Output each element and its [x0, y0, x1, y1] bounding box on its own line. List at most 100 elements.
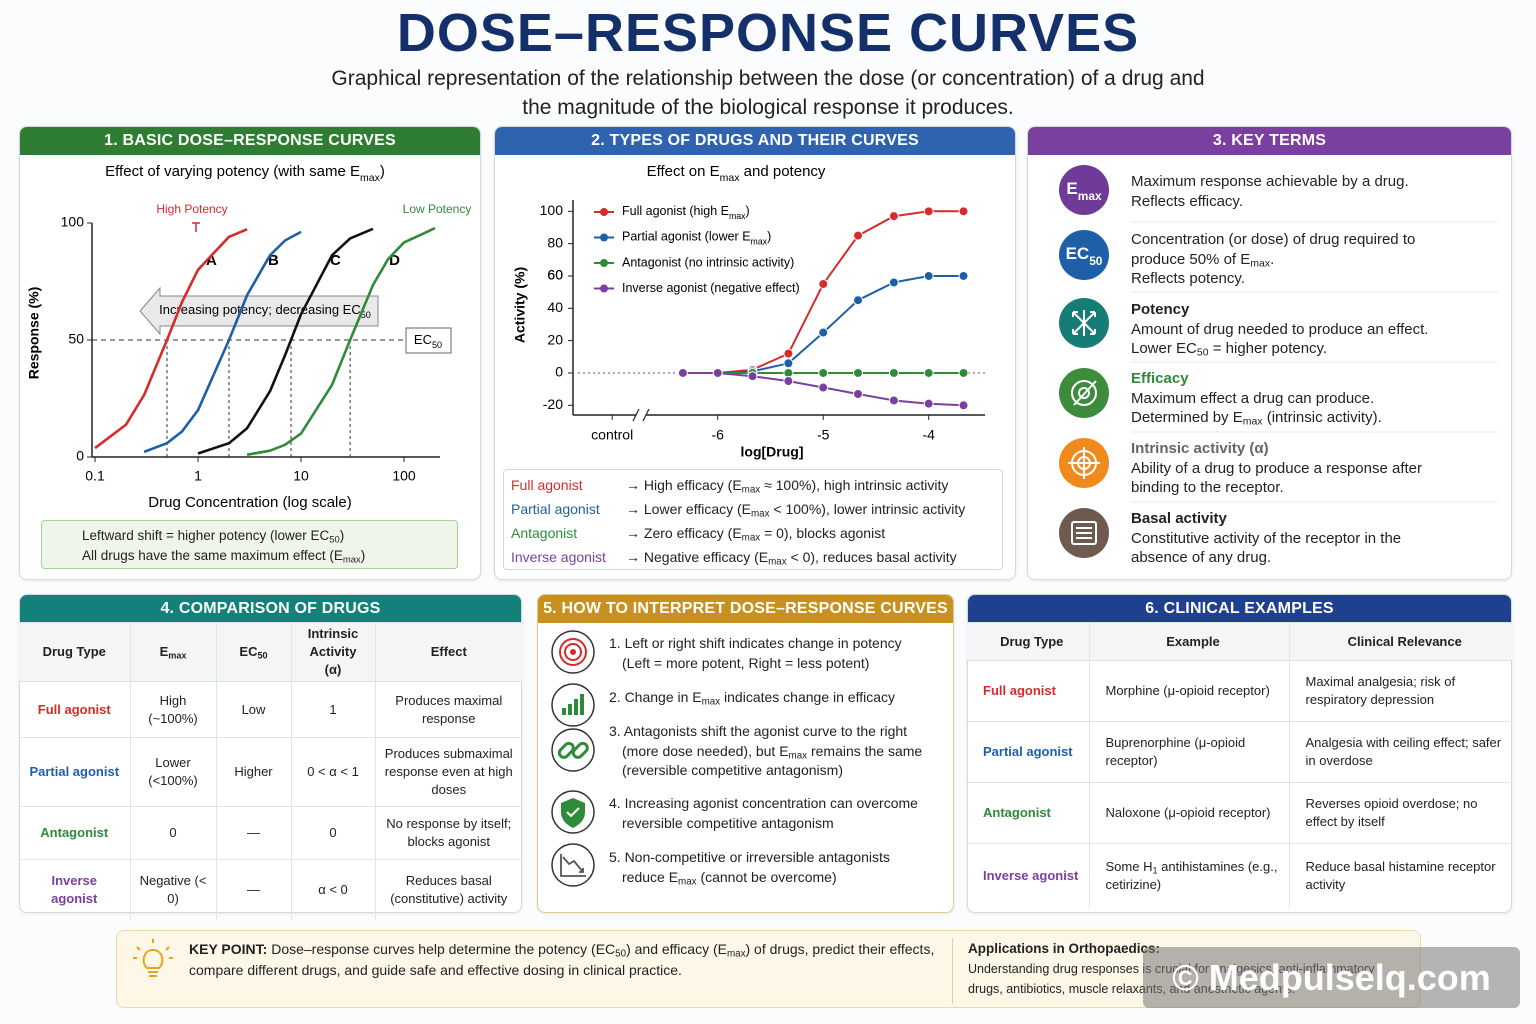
term-line: Reflects efficacy.: [1131, 192, 1243, 210]
table-cell: Higher: [216, 737, 292, 807]
text-part: Dose–response curves help determine the …: [267, 941, 616, 957]
point: [923, 206, 934, 217]
chart: Effect of varying potency (with same Ema…: [26, 163, 472, 511]
text-part: ): [339, 528, 345, 543]
y-tick-label: 40: [547, 299, 563, 315]
decor-circle: [559, 638, 587, 666]
column-header: Intrinsic Activity (α): [291, 622, 376, 682]
text-part: max: [788, 749, 808, 761]
x-tick-label: -6: [711, 427, 724, 443]
point: [818, 327, 829, 338]
term-line: produce 50% of Emax.: [1131, 250, 1415, 270]
text-part: Lower EC: [1131, 340, 1197, 357]
text-part: Full agonist (high E: [622, 204, 729, 218]
point: [853, 367, 864, 378]
term: Concentration (or dose) of drug required…: [1131, 230, 1415, 289]
y-axis-label: Activity (%): [512, 267, 528, 343]
point: [888, 277, 899, 288]
y-tick-label: 80: [547, 234, 563, 250]
key-text: Dose–response curves help determine the …: [189, 941, 934, 978]
summary-box: Full agonist → High efficacy (Emax ≈ 100%…: [503, 469, 1003, 570]
decor-rect: [1071, 521, 1097, 545]
point: [818, 279, 829, 290]
decor-g: [1071, 380, 1097, 406]
text-part: → Negative efficacy (E: [626, 549, 769, 565]
table-cell: Maximal analgesia; risk of respiratory d…: [1289, 660, 1512, 722]
term-title: Potency: [1131, 301, 1190, 318]
table-cell: —: [216, 859, 292, 920]
item-line: 4. Increasing agonist concentration can …: [609, 795, 918, 811]
interpret-item: 5. Non-competitive or irreversible antag…: [609, 848, 890, 887]
y-tick-label: -20: [543, 396, 563, 412]
column-header: Clinical Relevance: [1289, 622, 1512, 661]
decor-rect: [571, 741, 589, 759]
term-title: Efficacy: [1131, 370, 1189, 387]
table-cell: Full agonist: [19, 681, 131, 738]
ec50-label: EC50: [414, 332, 442, 350]
item-line: (more dose needed), but Emax remains the…: [609, 742, 922, 762]
x-tick-label: 0.1: [85, 468, 105, 484]
decor-rect: [580, 694, 584, 715]
item-line: 3. Antagonists shift the agonist curve t…: [609, 723, 908, 739]
page-title: DOSE–RESPONSE CURVES: [396, 3, 1140, 63]
high-marker: [192, 222, 200, 232]
text-part: max: [1250, 257, 1271, 270]
y-tick-label: 0: [76, 448, 84, 464]
text-part: 50: [432, 340, 442, 350]
axis-break: [632, 408, 650, 422]
table-cell: Inverse agonist: [967, 843, 1090, 908]
arrow-shape: [139, 286, 379, 336]
decor-path: [1073, 380, 1097, 406]
panel-header: 3. KEY TERMS: [1028, 127, 1511, 155]
table-cell: Naloxone (μ-opioid receptor): [1089, 782, 1290, 844]
decor-circle: [564, 643, 582, 661]
point: [853, 388, 864, 399]
decor-circle: [1059, 165, 1109, 215]
table-cell: Analgesia with ceiling effect; safer in …: [1289, 721, 1512, 783]
decor-path: [133, 939, 173, 977]
item-line: 5. Non-competitive or irreversible antag…: [609, 849, 890, 865]
high-potency: High Potency: [156, 202, 227, 216]
text-part: max: [360, 172, 381, 184]
summary-name: Partial agonist: [511, 501, 600, 517]
panel-terms: 3. KEY TERMS: [1027, 126, 1512, 580]
table-cell: Full agonist: [967, 660, 1090, 722]
legend-label: Full agonist (high Emax): [622, 204, 750, 221]
key-point: KEY POINT: Dose–response curves help det…: [189, 939, 945, 981]
y-tick-label: 20: [547, 331, 563, 347]
text-part: EC: [1066, 244, 1090, 263]
x-tick-label: control: [591, 427, 633, 443]
ec50-box: [405, 327, 452, 354]
text-part: max: [741, 484, 761, 496]
summary-text: → High efficacy (Emax ≈ 100%), high intr…: [626, 477, 949, 496]
term-line: Maximum response achievable by a drug.: [1131, 173, 1409, 190]
text-part: E: [1066, 179, 1077, 198]
table-cell: Reduces basal (constitutive) activity: [375, 859, 522, 920]
table: Drug Type Example Clinical Relevance Full a…: [967, 622, 1512, 908]
summary-name: Inverse agonist: [511, 549, 606, 565]
note-line: Leftward shift = higher potency (lower E…: [82, 526, 457, 546]
y-tick-label: 60: [547, 267, 563, 283]
x-axis-label: log[Drug]: [741, 444, 804, 460]
panel-types: 2. TYPES OF DRUGS AND THEIR CURVES: [494, 126, 1016, 580]
table-row: Full agonist Morphine (μ-opioid receptor)…: [967, 660, 1512, 722]
low-potency: Low Potency: [403, 202, 472, 216]
term: Intrinsic activity (α) Ability of a drug …: [1131, 439, 1422, 498]
text-part: max: [726, 948, 746, 960]
text-part: ): [767, 230, 771, 244]
text-part: 50: [1089, 254, 1103, 268]
term: Efficacy Maximum effect a drug can produc…: [1131, 369, 1382, 428]
table-cell: —: [216, 806, 292, 860]
summary-text: → Lower efficacy (Emax < 100%), lower in…: [626, 501, 965, 519]
table-cell: No response by itself; blocks agonist: [375, 806, 522, 860]
watermark: © Medpulselq.com: [1143, 947, 1520, 1008]
x-tick-label: 10: [293, 468, 309, 484]
text-part: ) of drugs, predict their effects, compa…: [189, 941, 935, 978]
text-part: ≈ 100%), high intrinsic activity: [760, 477, 949, 493]
text-part: Partial agonist (lower E: [622, 230, 751, 244]
text-part: 1: [1152, 865, 1158, 876]
decor-path: [1131, 221, 1498, 503]
decor-g: [560, 854, 586, 877]
panel-header: 1. BASIC DOSE–RESPONSE CURVES: [20, 127, 480, 155]
